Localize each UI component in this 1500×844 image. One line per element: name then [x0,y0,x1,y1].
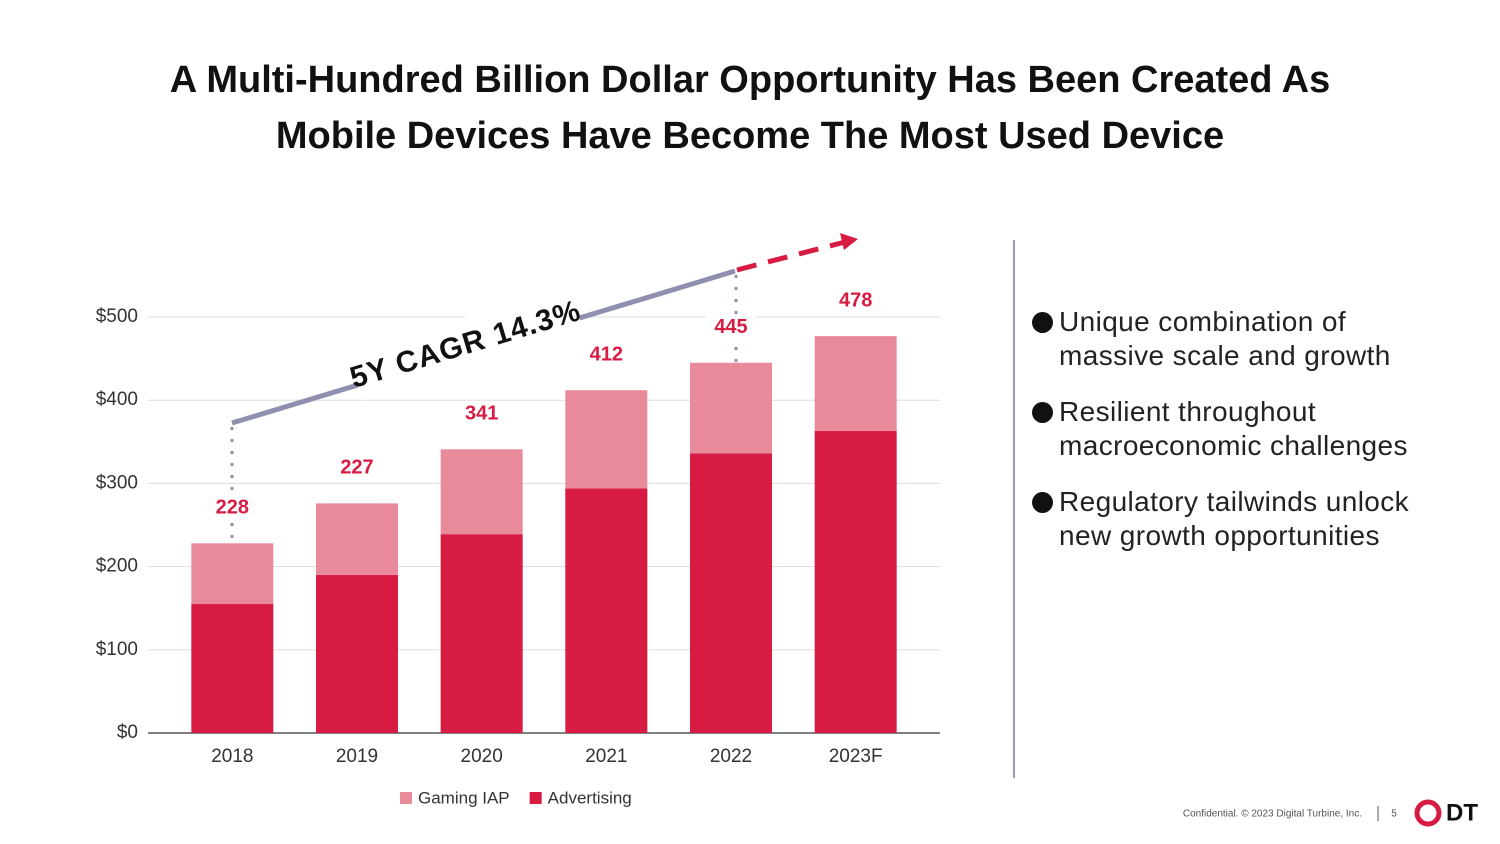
x-tick-label: 2019 [336,746,378,767]
legend-swatch [529,792,542,804]
y-tick-label: $200 [96,556,138,577]
legend-label: Gaming IAP [418,788,510,807]
bar-segment [565,488,648,733]
trend-arrow [840,233,858,250]
legend-label: Advertising [548,788,632,807]
x-tick-label: 2018 [211,746,253,767]
bar-segment [690,362,772,454]
bullet: Unique combination of massive scale and … [1032,305,1432,373]
footer-text: Confidential. © 2023 Digital Turbine, In… [1183,809,1362,820]
bar-segment [440,534,523,733]
total-label: 478 [839,289,872,311]
x-tick-label: 2020 [461,746,503,767]
logo-mark [1414,799,1442,827]
total-label-bg [207,495,258,520]
total-label: 445 [714,316,747,338]
total-label-bg [706,314,756,339]
annotation-bg [347,285,585,401]
title-line: A Multi-Hundred Billion Dollar Opportuni… [170,59,1330,101]
bullet-list: Unique combination of massive scale and … [1032,305,1432,575]
x-tick-label: 2023F [829,746,883,767]
y-tick-label: $400 [96,389,138,410]
total-label-bg [456,401,507,426]
bar-segment [316,503,398,575]
title-line: Mobile Devices Have Become The Most Used… [276,115,1224,157]
bullet: Resilient throughout macroeconomic chall… [1032,395,1432,463]
bar-segment [565,390,648,489]
bar-segment [690,453,772,733]
page-number: 5 [1391,809,1397,820]
bar-segment [191,543,274,605]
y-tick-label: $100 [96,639,138,660]
bar-segment [814,430,897,733]
y-tick-label: $300 [96,472,138,493]
logo-text: DT [1446,799,1478,826]
x-tick-label: 2021 [585,746,627,767]
total-label-bg [581,342,632,367]
bar-segment [316,574,398,733]
trend-forecast [736,239,846,273]
total-label-bg [332,455,382,480]
total-label: 341 [465,403,498,425]
legend-swatch [400,792,412,804]
bar-segment [814,336,897,431]
total-label: 412 [590,343,623,365]
bullet: Regulatory tailwinds unlock new growth o… [1032,485,1432,553]
total-label-bg [830,288,881,313]
total-label: 227 [340,457,373,479]
total-label: 228 [216,497,249,519]
y-tick-label: $0 [117,722,138,743]
bar-segment [440,449,523,535]
y-tick-label: $500 [96,306,138,327]
bar-segment [191,604,274,733]
x-tick-label: 2022 [710,746,752,767]
